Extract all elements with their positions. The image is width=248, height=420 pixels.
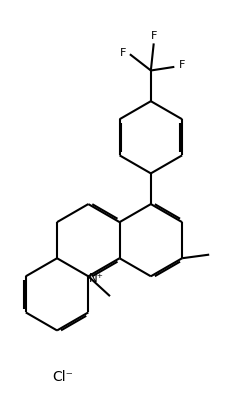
Text: Cl⁻: Cl⁻ bbox=[53, 370, 74, 383]
Text: F: F bbox=[179, 60, 185, 71]
Text: F: F bbox=[120, 48, 126, 58]
Text: F: F bbox=[151, 32, 157, 42]
Text: N⁺: N⁺ bbox=[88, 272, 103, 285]
